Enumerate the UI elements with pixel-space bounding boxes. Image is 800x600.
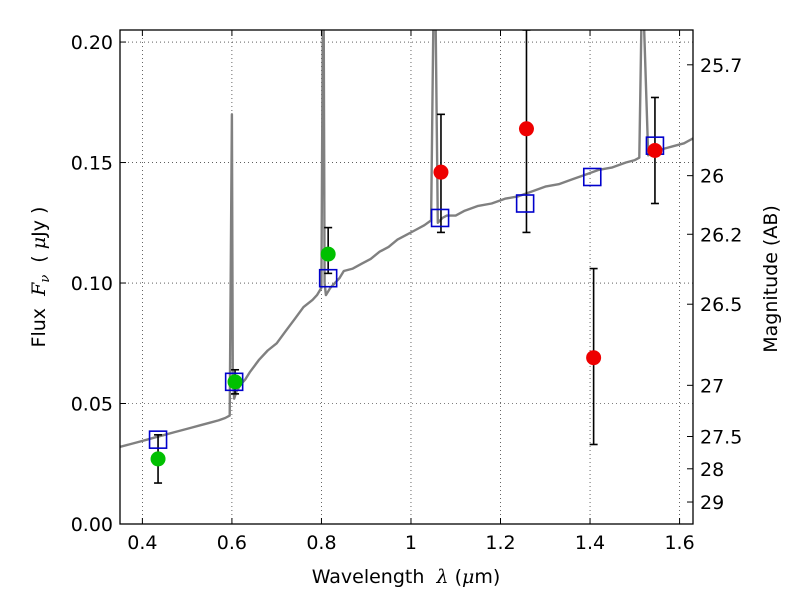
observed-flux-point [150, 451, 166, 467]
x-tick-label: 1.2 [485, 532, 515, 554]
y2-axis-label: Magnitude (AB) [760, 205, 782, 353]
y-tick-label: 0.15 [71, 153, 113, 175]
x-tick-label: 1.4 [575, 532, 605, 554]
x-tick-label: 0.4 [127, 532, 157, 554]
model-flux-square [224, 372, 244, 392]
grid-lines [120, 30, 693, 525]
series-layer [120, 30, 693, 484]
mag-tick-label: 27 [700, 375, 724, 397]
model-flux-square [148, 430, 168, 449]
template-spectrum-line [120, 30, 693, 449]
observed-flux-point [320, 246, 336, 262]
model-flux-square [318, 268, 338, 288]
x-tick-label: 1.6 [664, 532, 694, 554]
model-flux-square [515, 194, 535, 213]
mag-tick-label: 28 [700, 459, 724, 481]
plot-frame [119, 29, 694, 525]
model-flux-square [430, 208, 450, 228]
x-tick-label: 0.8 [306, 532, 336, 554]
mag-tick-label: 25.7 [700, 55, 742, 77]
x-tick-label: 1 [405, 532, 417, 554]
observed-flux-point [227, 374, 243, 390]
y-tick-label: 0.20 [71, 32, 113, 54]
y-tick-label: 0.05 [71, 394, 113, 416]
mag-tick-label: 26.2 [700, 224, 742, 246]
observed-flux-point [586, 350, 602, 366]
axis-ticks: 0.4 0.6 0.8 1 1.2 1.4 1.6 0.00 0.05 0.10 0.15 0.20 2… [71, 30, 742, 554]
mag-tick-label: 29 [700, 492, 724, 514]
x-axis-label: Wavelength λ (μm) [312, 566, 501, 588]
mag-tick-label: 26 [700, 166, 724, 188]
observed-flux-point [647, 142, 663, 158]
model-flux-square [582, 167, 602, 187]
observed-flux-point [518, 121, 534, 137]
y-tick-label: 0.00 [71, 514, 113, 536]
y-tick-label: 0.10 [71, 273, 113, 295]
mag-tick-label: 27.5 [700, 427, 742, 449]
x-tick-label: 0.6 [217, 532, 247, 554]
observed-flux-point [433, 164, 449, 180]
mag-tick-label: 26.5 [700, 294, 742, 316]
y-axis-label: Flux Fν ( μJy ) [28, 207, 53, 348]
